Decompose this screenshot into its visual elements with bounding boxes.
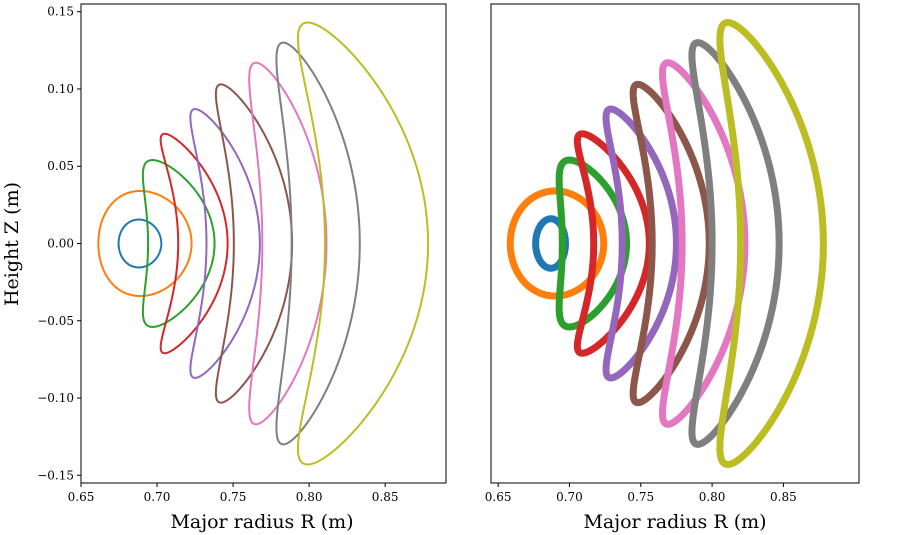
right-x-tick-label: 0.65 <box>485 490 512 504</box>
left-series-3 <box>141 159 216 328</box>
left-y-tick-label: −0.10 <box>37 391 74 405</box>
left-axes-frame <box>80 3 447 484</box>
left-x-ticks: 0.65 0.70 0.75 0.80 0.85 <box>68 483 399 504</box>
left-y-tick-label: 0.15 <box>47 5 74 19</box>
right-x-axis-label: Major radius R (m) <box>583 511 766 533</box>
left-x-axis-label: Major radius R (m) <box>170 511 353 533</box>
left-plot-area <box>97 21 430 466</box>
right-series-3 <box>555 156 630 331</box>
right-series-4 <box>573 130 653 357</box>
right-series-5 <box>602 105 680 382</box>
right-x-ticks: 0.65 0.70 0.75 0.80 0.85 <box>485 483 797 504</box>
left-y-ticks: −0.15 −0.10 −0.05 0.00 0.05 0.10 0.15 <box>37 5 81 482</box>
right-series-8 <box>688 39 783 448</box>
left-x-tick-label: 0.70 <box>144 490 171 504</box>
left-series-4 <box>159 132 229 355</box>
right-series-2 <box>506 187 608 300</box>
left-series-2 <box>97 189 193 298</box>
left-series-9 <box>296 21 430 466</box>
left-y-tick-label: −0.05 <box>37 314 74 328</box>
right-plot-area <box>506 19 827 468</box>
right-axes-frame <box>490 3 860 484</box>
left-y-tick-label: 0.00 <box>47 237 74 251</box>
left-series-8 <box>275 41 361 446</box>
left-series-1 <box>117 218 163 269</box>
left-y-tick-label: −0.15 <box>37 468 74 482</box>
left-series-5 <box>189 108 261 379</box>
right-x-tick-label: 0.75 <box>627 490 654 504</box>
right-x-tick-label: 0.80 <box>699 490 726 504</box>
right-x-tick-label: 0.70 <box>556 490 583 504</box>
left-y-axis-label: Height Z (m) <box>1 182 23 306</box>
right-panel: 0.65 0.70 0.75 0.80 0.85 Major radius R (m) <box>485 3 860 533</box>
right-series-9 <box>716 19 827 468</box>
left-series-7 <box>248 61 328 426</box>
left-y-tick-label: 0.05 <box>47 159 74 173</box>
left-series-6 <box>214 83 294 404</box>
left-x-tick-label: 0.75 <box>220 490 247 504</box>
right-x-tick-label: 0.85 <box>770 490 797 504</box>
left-x-tick-label: 0.80 <box>296 490 323 504</box>
right-series-6 <box>629 80 713 407</box>
left-y-tick-label: 0.10 <box>47 82 74 96</box>
left-x-tick-label: 0.85 <box>372 490 399 504</box>
left-x-tick-label: 0.65 <box>68 490 95 504</box>
left-panel: 0.65 0.70 0.75 0.80 0.85 −0.15 −0.10 −0.05 0.00… <box>1 3 447 533</box>
